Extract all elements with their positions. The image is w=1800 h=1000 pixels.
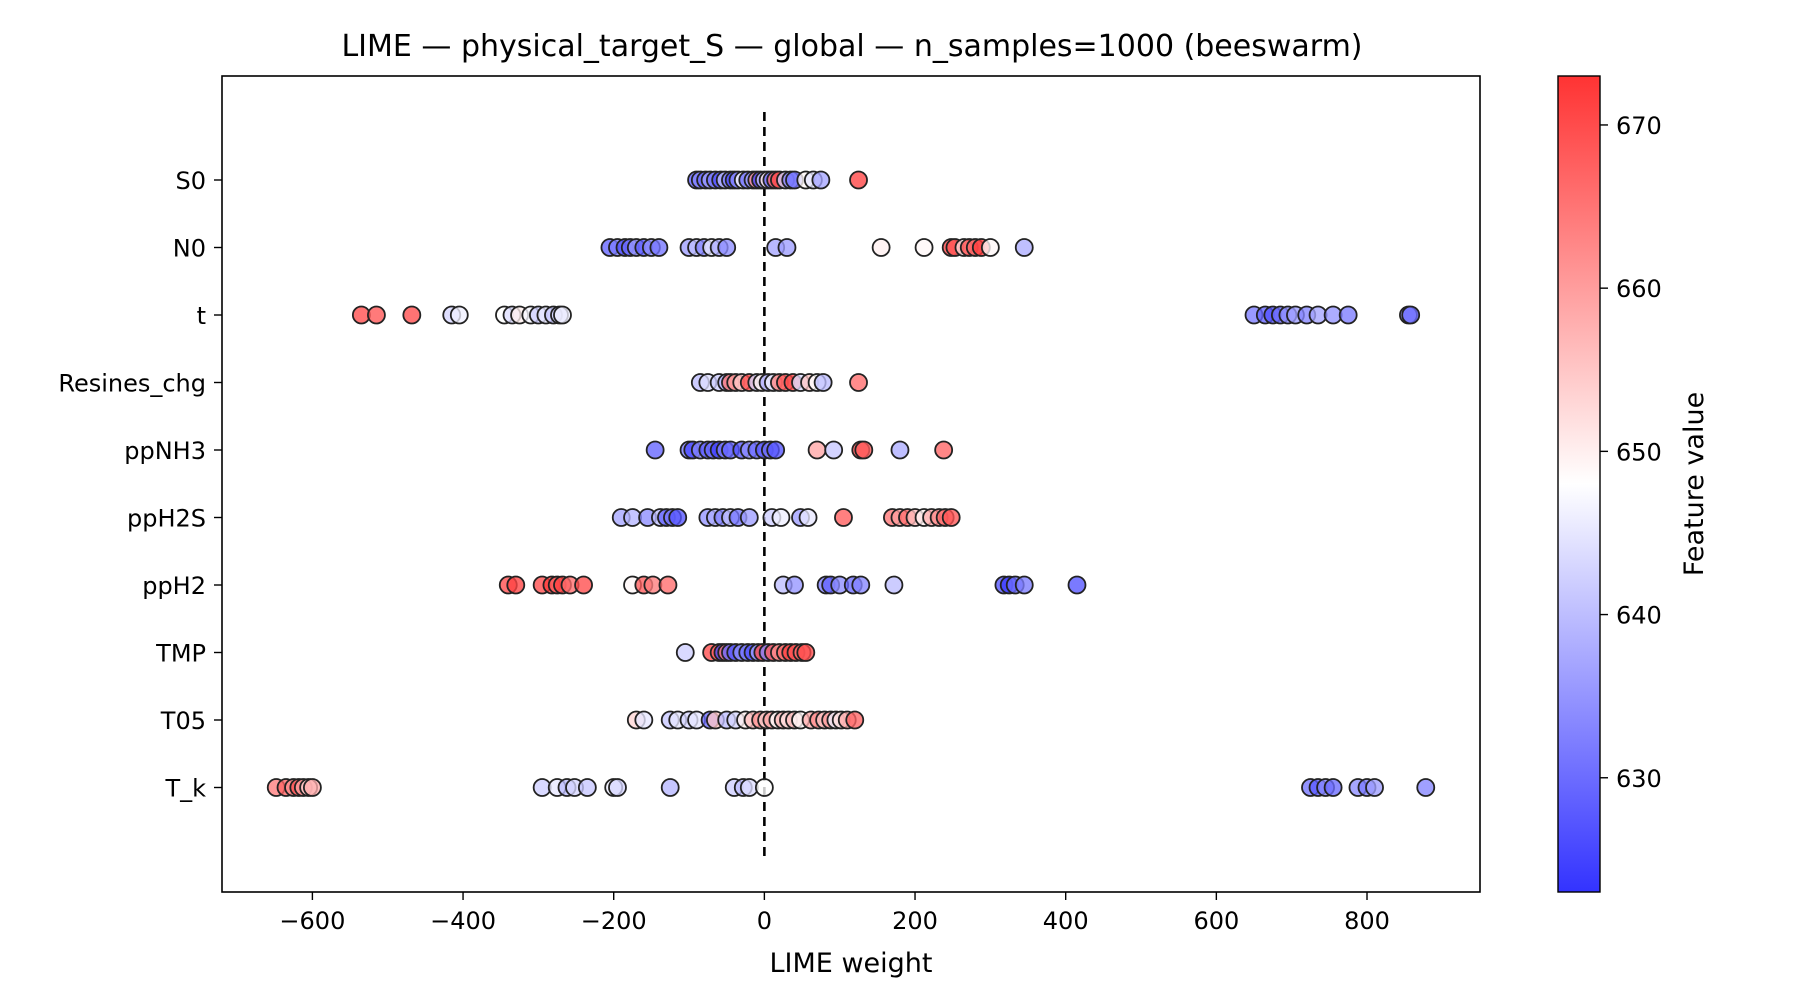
- data-point: [553, 305, 572, 325]
- data-point: [798, 508, 818, 527]
- feature-label: T05: [160, 707, 206, 735]
- data-point: [449, 305, 469, 325]
- x-axis-label: LIME weight: [770, 948, 933, 979]
- data-point: [649, 238, 669, 257]
- data-point: [771, 508, 791, 527]
- data-point: [941, 508, 961, 527]
- data-point: [1067, 575, 1087, 595]
- data-point: [834, 508, 853, 527]
- x-tick-label: 600: [1193, 907, 1239, 935]
- x-tick-label: −200: [581, 907, 647, 935]
- data-point: [402, 305, 422, 325]
- data-point: [668, 508, 688, 527]
- feature-label: TMP: [155, 640, 206, 668]
- colorbar-label: Feature value: [1679, 392, 1710, 576]
- x-tick-label: 200: [892, 907, 938, 935]
- data-point: [890, 440, 910, 460]
- data-point: [871, 238, 891, 257]
- data-point: [811, 170, 831, 190]
- data-point: [934, 440, 954, 460]
- plot-area: [221, 75, 1481, 893]
- data-point: [608, 778, 627, 797]
- data-point: [717, 238, 737, 257]
- data-point: [1416, 778, 1436, 797]
- feature-label: N0: [173, 235, 206, 263]
- data-point: [854, 440, 874, 460]
- data-point: [824, 440, 844, 460]
- data-point: [1401, 305, 1421, 325]
- data-point: [914, 238, 934, 257]
- colorbar-ticks: 630 640 650 660 670: [1600, 112, 1662, 793]
- data-point: [658, 575, 678, 595]
- data-point: [766, 440, 786, 460]
- data-point: [785, 575, 804, 595]
- data-point: [1338, 305, 1358, 325]
- data-point: [851, 575, 871, 595]
- colorbar: [1557, 75, 1601, 893]
- colorbar-tick-label: 670: [1616, 112, 1662, 140]
- data-point: [506, 575, 526, 595]
- data-point: [739, 508, 759, 527]
- feature-label: ppH2: [142, 572, 206, 600]
- feature-label: Resines_chg: [58, 370, 206, 398]
- data-point: [754, 778, 774, 797]
- data-point: [796, 643, 816, 662]
- feature-label: T_k: [164, 775, 206, 803]
- data-point: [777, 238, 797, 257]
- data-points: [266, 170, 1436, 797]
- data-point: [675, 643, 695, 662]
- data-point: [302, 778, 322, 797]
- x-tick-label: −400: [430, 907, 496, 935]
- data-point: [807, 440, 827, 460]
- data-point: [367, 305, 386, 325]
- data-point: [660, 778, 680, 797]
- data-point: [980, 238, 1000, 257]
- data-point: [574, 575, 593, 595]
- data-point: [849, 170, 868, 190]
- feature-label: ppH2S: [127, 505, 206, 533]
- data-point: [884, 575, 904, 595]
- data-point: [1014, 575, 1034, 595]
- x-tick-label: 400: [1043, 907, 1089, 935]
- y-axis: S0 N0 t Resines_chg ppNH3 ppH2S ppH2 TMP T05 T_k: [58, 167, 222, 803]
- x-axis: −600 −400 −200 0 200 400 600 800: [279, 892, 1390, 935]
- data-point: [849, 373, 868, 392]
- data-point: [1014, 238, 1034, 257]
- data-point: [1365, 778, 1384, 797]
- x-tick-label: −600: [279, 907, 345, 935]
- colorbar-tick-label: 660: [1616, 275, 1662, 303]
- feature-label: S0: [175, 167, 206, 195]
- data-point: [645, 440, 665, 460]
- colorbar-tick-label: 630: [1616, 765, 1662, 793]
- data-point: [577, 778, 597, 797]
- data-point: [813, 373, 833, 392]
- colorbar-tick-label: 640: [1616, 602, 1662, 630]
- x-tick-label: 800: [1344, 907, 1390, 935]
- feature-label: ppNH3: [124, 437, 206, 465]
- feature-label: t: [197, 302, 206, 330]
- data-point: [1323, 778, 1343, 797]
- chart-title: LIME — physical_target_S — global — n_sa…: [341, 29, 1362, 64]
- x-tick-label: 0: [757, 907, 772, 935]
- data-point: [634, 710, 654, 730]
- colorbar-tick-label: 650: [1616, 438, 1662, 466]
- data-point: [845, 710, 865, 730]
